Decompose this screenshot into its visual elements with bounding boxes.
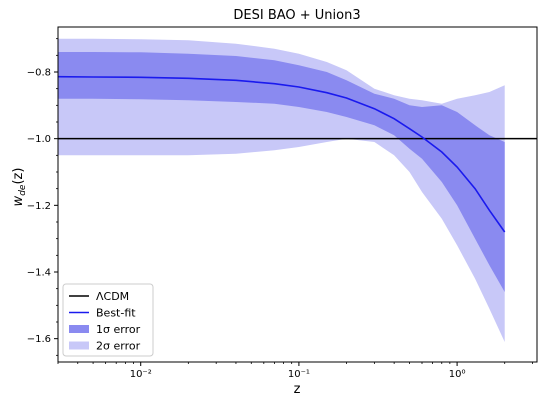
legend: ΛCDM Best-fit 1σ error 2σ error	[62, 283, 154, 357]
axes: 10⁻² 10⁻¹ 10⁰ −0.8 −1.0 −1.2 −1.4 −1.6	[27, 26, 538, 380]
x-tick-label: 10⁻¹	[288, 369, 310, 380]
legend-label: ΛCDM	[96, 290, 129, 303]
legend-label: 1σ error	[96, 323, 141, 336]
y-tick-label: −1.6	[27, 334, 51, 345]
legend-label: 2σ error	[96, 340, 141, 353]
best-fit-line	[58, 75, 506, 233]
x-tick-label: 10⁻²	[130, 369, 152, 380]
legend-swatch-patch	[69, 325, 89, 333]
y-tick-label: −1.4	[27, 268, 51, 279]
y-tick-label: −1.0	[27, 134, 51, 145]
x-axis-label: z	[294, 382, 301, 397]
y-axis-label: wde(z)	[11, 168, 28, 207]
x-tick-label: 10⁰	[449, 369, 466, 380]
band-1sigma	[58, 52, 505, 292]
chart-title: DESI BAO + Union3	[233, 8, 360, 23]
legend-box	[62, 283, 154, 357]
legend-label: Best-fit	[96, 307, 136, 320]
legend-swatch-patch	[69, 341, 89, 350]
plot-area	[58, 38, 537, 342]
axes-frame	[57, 26, 538, 363]
y-tick-label: −1.2	[27, 201, 51, 212]
y-tick-label: −0.8	[27, 68, 51, 79]
plot-clip-group	[58, 38, 537, 342]
